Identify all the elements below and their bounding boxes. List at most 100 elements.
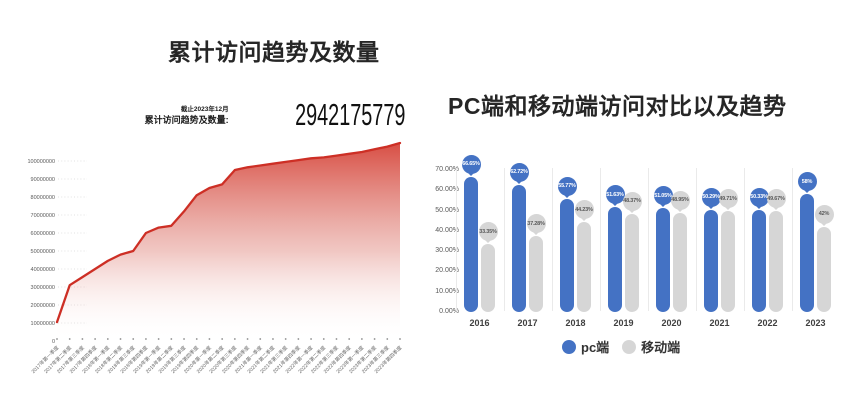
- pc-mobile-panel: PC端和移动端访问对比以及趋势 70.00% 60.00% 50.00% 40.00%…: [426, 0, 852, 411]
- x-tick-mark: [68, 338, 71, 340]
- y-axis-label: 70.00%: [435, 165, 459, 173]
- bar-pc-2018[interactable]: [560, 198, 574, 312]
- x-tick-mark: [106, 338, 109, 340]
- group-separator: [695, 168, 697, 311]
- data-label-pc-2017: 62.72%: [509, 162, 529, 184]
- bar-pc-2017[interactable]: [512, 184, 526, 312]
- y-axis-label: 70000000: [31, 213, 55, 219]
- data-label-mobile-2016: 33.35%: [478, 222, 498, 244]
- x-tick-mark: [284, 338, 287, 340]
- balloon-pointer: [467, 172, 474, 176]
- data-label-pc-2019: 51.63%: [605, 185, 625, 207]
- x-tick-mark: [360, 338, 363, 340]
- y-axis-label: 0.00%: [439, 308, 459, 315]
- legend-item-mobile[interactable]: 移动端: [622, 337, 680, 356]
- group-separator: [503, 168, 505, 311]
- balloon-pointer: [628, 209, 635, 213]
- balloon-pointer: [580, 218, 587, 222]
- bar-mobile-2019[interactable]: [625, 213, 639, 312]
- area-series-fill[interactable]: [57, 143, 400, 341]
- x-tick-mark: [322, 338, 325, 340]
- right-chart-title: PC端和移动端访问对比以及趋势: [448, 93, 787, 119]
- bar-pc-2020[interactable]: [656, 208, 670, 312]
- balloon-pointer: [532, 232, 539, 236]
- data-label-pc-2023: 58%: [797, 172, 817, 194]
- data-label-mobile-2021: 49.71%: [718, 189, 738, 211]
- balloon-pointer: [563, 194, 570, 198]
- data-label-mobile-2019: 48.37%: [622, 191, 642, 213]
- data-label-mobile-2018: 44.23%: [574, 200, 594, 222]
- balloon-pointer: [484, 240, 491, 244]
- x-tick-mark: [233, 338, 236, 340]
- y-axis-label: 10000000: [31, 321, 55, 327]
- x-axis-label-2016: 2016: [469, 318, 490, 328]
- total-annotation: 截止2023年12月 累计访问趋势及数量: 2942175779: [110, 97, 405, 132]
- y-axis-label: 10.00%: [435, 287, 459, 295]
- x-axis-label-2021: 2021: [709, 318, 730, 328]
- x-tick-mark: [119, 338, 122, 340]
- x-tick-mark: [335, 338, 338, 340]
- balloon-pointer: [820, 222, 827, 226]
- group-separator: [551, 168, 553, 311]
- x-tick-mark: [221, 338, 224, 340]
- y-axis-label: 90000000: [31, 177, 55, 183]
- x-tick-mark: [208, 338, 211, 340]
- y-axis-label: 60.00%: [435, 186, 459, 194]
- y-axis-label: 50000000: [31, 249, 55, 255]
- x-tick-mark: [145, 338, 147, 340]
- group-separator: [599, 168, 601, 311]
- x-axis-label-2020: 2020: [661, 318, 682, 328]
- data-label-pc-2021: 50.29%: [701, 187, 721, 209]
- data-label-pc-2016: 66.65%: [461, 154, 481, 176]
- x-tick-mark: [272, 338, 274, 340]
- y-axis-label: 30000000: [31, 285, 55, 291]
- data-label-pc-2018: 55.77%: [557, 176, 577, 198]
- balloon-pointer: [611, 203, 618, 207]
- annotation-date: 截止2023年12月: [180, 106, 229, 114]
- bar-mobile-2023[interactable]: [817, 226, 831, 312]
- x-tick-mark: [56, 338, 58, 340]
- y-axis-label: 0: [52, 339, 55, 345]
- legend-item-pc[interactable]: pc端: [562, 337, 609, 356]
- x-tick-mark: [399, 338, 401, 340]
- bar-pc-2016[interactable]: [464, 176, 478, 312]
- bar-mobile-2016[interactable]: [481, 244, 495, 312]
- annotation-labels: 截止2023年12月 累计访问趋势及数量:: [145, 106, 229, 128]
- legend-label: pc端: [581, 340, 610, 355]
- bar-mobile-2021[interactable]: [721, 211, 735, 312]
- bar-mobile-2022[interactable]: [769, 211, 783, 312]
- bar-pc-2019[interactable]: [608, 207, 622, 312]
- area-series-line[interactable]: [55, 141, 402, 324]
- balloon-pointer: [659, 204, 666, 208]
- x-axis-label-2019: 2019: [613, 318, 634, 328]
- bar-pc-2023[interactable]: [800, 194, 814, 312]
- bar-pc-2022[interactable]: [752, 209, 766, 312]
- bar-mobile-2017[interactable]: [529, 236, 543, 312]
- x-tick-mark: [183, 338, 185, 340]
- y-axis-label: 60000000: [31, 231, 55, 237]
- bar-mobile-2018[interactable]: [577, 222, 591, 312]
- x-axis-label-2018: 2018: [565, 318, 586, 328]
- balloon-pointer: [724, 207, 731, 211]
- balloon-pointer: [772, 207, 779, 211]
- y-axis-label: 40.00%: [435, 226, 459, 234]
- group-separator: [455, 168, 457, 311]
- x-tick-mark: [157, 338, 160, 340]
- x-tick-mark: [81, 338, 84, 340]
- left-chart-title: 累计访问趋势及数量: [168, 39, 380, 65]
- bar-pc-2021[interactable]: [704, 209, 718, 312]
- total-visits-value: 2942175779: [294, 97, 405, 132]
- x-axis-label-2023: 2023: [805, 318, 826, 328]
- balloon-pointer: [515, 180, 522, 184]
- annotation-label: 累计访问趋势及数量:: [144, 115, 229, 125]
- data-label-pc-2022: 50.33%: [749, 187, 769, 209]
- group-separator: [743, 168, 745, 311]
- data-label-pc-2020: 51.05%: [653, 186, 673, 208]
- data-label-mobile-2023: 42%: [814, 204, 834, 226]
- legend-marker-icon: [622, 339, 637, 354]
- bar-mobile-2020[interactable]: [673, 212, 687, 312]
- group-separator: [647, 168, 649, 311]
- x-tick-mark: [373, 338, 376, 340]
- balloon-pointer: [676, 208, 683, 212]
